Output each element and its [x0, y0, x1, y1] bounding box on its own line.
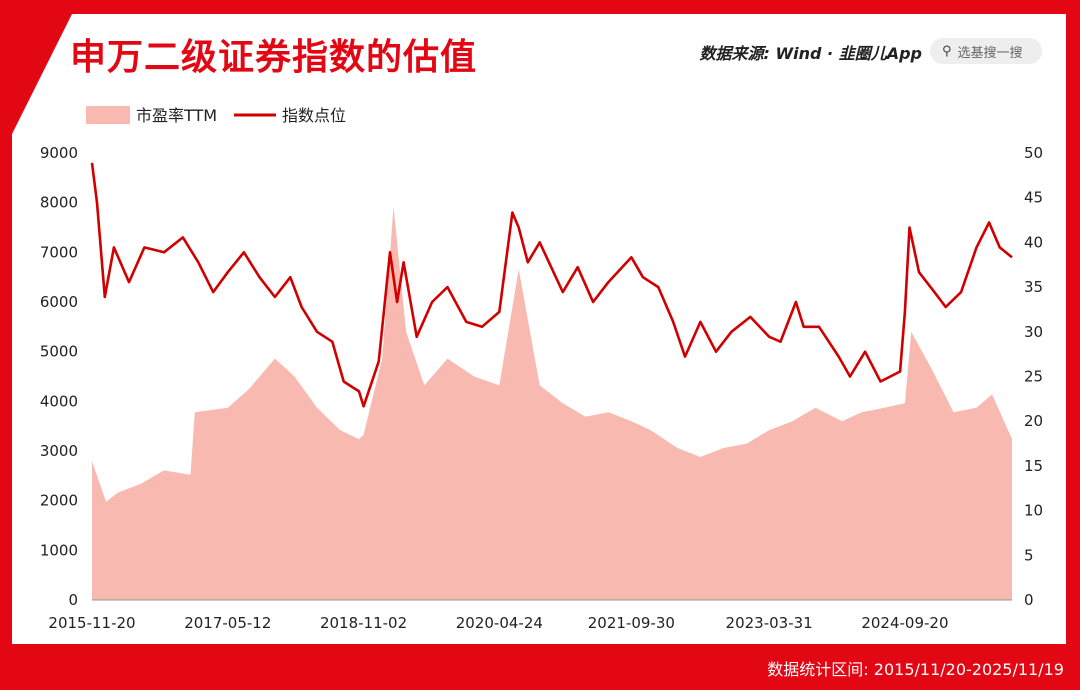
y-right-tick-label: 35	[1024, 278, 1043, 296]
y-left-tick-label: 5000	[40, 343, 78, 361]
x-tick-label: 2020-04-24	[456, 614, 543, 632]
y-right-tick-label: 0	[1024, 591, 1034, 609]
y-left-tick-label: 7000	[40, 243, 78, 261]
legend-swatch-pe	[86, 106, 130, 124]
x-tick-label: 2017-05-12	[184, 614, 271, 632]
pe-area-layer	[92, 206, 1012, 600]
legend-label-pe: 市盈率TTM	[136, 106, 217, 125]
x-tick-label: 2024-09-20	[861, 614, 948, 632]
page-title: 申万二级证券指数的估值	[70, 37, 478, 78]
y-right-tick-label: 20	[1024, 412, 1043, 430]
index-line	[90, 162, 1013, 408]
x-tick-label: 2023-03-31	[726, 614, 813, 632]
y-left-tick-label: 8000	[40, 194, 78, 212]
y-left-tick-label: 0	[68, 591, 78, 609]
pe-ttm-area	[92, 206, 1012, 600]
x-tick-label: 2018-11-02	[320, 614, 407, 632]
y-left-tick-label: 9000	[40, 144, 78, 162]
y-left-tick-label: 2000	[40, 492, 78, 510]
legend: 市盈率TTM 指数点位	[86, 106, 346, 125]
y-left-tick-label: 1000	[40, 541, 78, 559]
y-right-tick-label: 30	[1024, 323, 1043, 341]
x-tick-label: 2015-11-20	[48, 614, 135, 632]
y-left-tick-label: 4000	[40, 392, 78, 410]
search-placeholder: 选基搜一搜	[957, 45, 1023, 61]
search-box[interactable]: ⚲ 选基搜一搜	[930, 38, 1042, 64]
data-source: 数据来源: Wind · 韭圈儿App	[699, 44, 922, 63]
x-tick-label: 2021-09-30	[588, 614, 675, 632]
index-line-layer	[90, 162, 1013, 408]
y-right-tick-label: 15	[1024, 457, 1043, 475]
y-right-tick-label: 45	[1024, 189, 1043, 207]
search-icon: ⚲	[942, 43, 952, 59]
date-range-note: 数据统计区间: 2015/11/20-2025/11/19	[767, 660, 1064, 679]
y-right-tick-label: 40	[1024, 233, 1043, 251]
corner-accent	[12, 14, 72, 134]
y-right-tick-label: 5	[1024, 546, 1034, 564]
axis-layer: 0 1000 2000 3000 4000 5000 6000 7000 8000 9000 0 5 1…	[40, 144, 1043, 632]
y-right-tick-label: 10	[1024, 502, 1043, 520]
legend-label-index: 指数点位	[282, 106, 346, 125]
y-left-tick-label: 3000	[40, 442, 78, 460]
y-right-tick-label: 50	[1024, 144, 1043, 162]
y-left-tick-label: 6000	[40, 293, 78, 311]
y-right-tick-label: 25	[1024, 368, 1043, 386]
